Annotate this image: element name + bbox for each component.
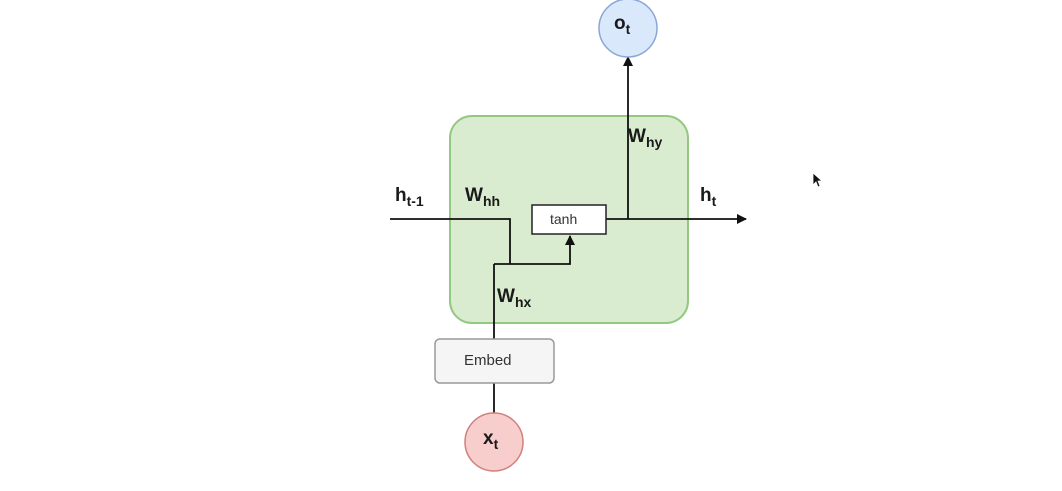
h-next-label-main: h <box>700 185 712 206</box>
w-hx-label-main: W <box>497 286 515 307</box>
h-next-label: ht <box>700 185 716 208</box>
junction-to-tanh-edge <box>494 235 575 265</box>
mouse-pointer-icon <box>812 172 822 188</box>
output-node-label: ot <box>614 13 630 36</box>
input-node-label-main: x <box>483 428 494 449</box>
input-node-label: xt <box>483 428 498 451</box>
tanh-box <box>531 204 607 235</box>
output-node <box>598 0 658 58</box>
h-prev-label: ht-1 <box>395 185 424 208</box>
embed-box <box>434 338 555 384</box>
w-hy-label-sub: hy <box>645 134 663 150</box>
w-hx-label: Whx <box>497 286 531 309</box>
tanh-label: tanh <box>550 211 578 227</box>
h-prev-label-main: h <box>395 185 407 206</box>
w-hy-label: Why <box>628 126 662 149</box>
output-node-label-main: o <box>614 13 626 34</box>
w-hh-label: Whh <box>465 185 500 208</box>
w-hy-label-main: W <box>628 126 646 147</box>
w-hx-label-sub: hx <box>514 294 532 310</box>
h-prev-edge <box>390 218 511 264</box>
input-node-label-sub: t <box>493 436 499 452</box>
input-node <box>464 412 524 472</box>
h-prev-label-sub: t-1 <box>406 193 424 209</box>
output-node-label-sub: t <box>625 21 631 37</box>
embed-label: Embed <box>464 352 512 369</box>
w-hh-label-main: W <box>465 185 483 206</box>
h-next-label-sub: t <box>711 193 717 209</box>
w-hh-label-sub: hh <box>482 193 501 209</box>
